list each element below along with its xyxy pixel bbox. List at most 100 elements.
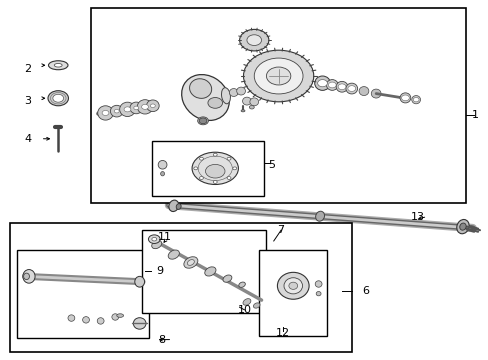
Circle shape <box>347 86 355 91</box>
Ellipse shape <box>204 267 216 276</box>
Ellipse shape <box>54 63 62 67</box>
Ellipse shape <box>176 204 181 210</box>
Text: 1: 1 <box>470 111 478 121</box>
Text: 3: 3 <box>24 96 31 106</box>
Ellipse shape <box>358 87 368 95</box>
Ellipse shape <box>249 98 258 106</box>
Circle shape <box>226 176 230 179</box>
Circle shape <box>199 176 203 179</box>
Ellipse shape <box>197 117 208 125</box>
Ellipse shape <box>82 317 89 323</box>
Circle shape <box>317 80 327 87</box>
Text: 7: 7 <box>277 225 284 235</box>
Ellipse shape <box>110 105 123 117</box>
Text: 6: 6 <box>361 286 368 296</box>
Ellipse shape <box>151 240 162 249</box>
Ellipse shape <box>249 105 254 109</box>
Circle shape <box>148 235 160 243</box>
Ellipse shape <box>456 220 468 234</box>
Circle shape <box>213 180 217 183</box>
Text: 9: 9 <box>156 266 163 276</box>
Ellipse shape <box>207 98 222 108</box>
Ellipse shape <box>137 100 153 114</box>
Ellipse shape <box>181 75 229 121</box>
Ellipse shape <box>168 250 179 259</box>
Ellipse shape <box>284 278 302 294</box>
Ellipse shape <box>168 200 179 212</box>
Circle shape <box>239 30 268 51</box>
Ellipse shape <box>229 89 238 96</box>
Ellipse shape <box>183 257 198 268</box>
Ellipse shape <box>243 299 250 305</box>
Ellipse shape <box>187 260 194 265</box>
Ellipse shape <box>158 161 166 169</box>
Ellipse shape <box>315 211 324 221</box>
Circle shape <box>142 104 148 109</box>
Ellipse shape <box>135 276 144 287</box>
Ellipse shape <box>236 87 245 95</box>
Text: 13: 13 <box>410 212 424 221</box>
Circle shape <box>226 157 230 160</box>
Text: 8: 8 <box>158 334 165 345</box>
Circle shape <box>102 111 109 116</box>
Circle shape <box>328 82 335 88</box>
Ellipse shape <box>345 83 357 94</box>
Ellipse shape <box>189 79 211 98</box>
Circle shape <box>412 98 418 102</box>
Ellipse shape <box>130 102 142 114</box>
Ellipse shape <box>277 273 308 299</box>
Ellipse shape <box>316 292 321 296</box>
Text: 10: 10 <box>237 305 251 315</box>
Ellipse shape <box>160 172 164 176</box>
Circle shape <box>337 84 345 90</box>
Circle shape <box>213 153 217 156</box>
Bar <box>91 8 466 203</box>
Text: 5: 5 <box>267 160 274 170</box>
Circle shape <box>124 107 131 112</box>
Circle shape <box>254 58 303 94</box>
Ellipse shape <box>97 318 104 324</box>
Text: 11: 11 <box>157 232 171 242</box>
Circle shape <box>193 167 197 170</box>
Bar <box>10 223 351 352</box>
Ellipse shape <box>23 273 29 280</box>
Ellipse shape <box>411 95 420 104</box>
Ellipse shape <box>117 314 123 318</box>
Bar <box>17 250 149 338</box>
Circle shape <box>243 50 313 102</box>
Ellipse shape <box>242 97 251 105</box>
Ellipse shape <box>23 270 35 283</box>
Ellipse shape <box>120 102 135 117</box>
Ellipse shape <box>288 282 297 289</box>
Circle shape <box>246 35 261 45</box>
Ellipse shape <box>335 81 347 92</box>
Ellipse shape <box>370 89 380 98</box>
Circle shape <box>48 91 68 106</box>
Circle shape <box>53 94 63 102</box>
Circle shape <box>266 67 290 85</box>
Circle shape <box>152 237 157 241</box>
Ellipse shape <box>238 282 245 287</box>
Circle shape <box>199 118 206 124</box>
Ellipse shape <box>146 100 159 112</box>
Ellipse shape <box>241 110 244 112</box>
Text: 2: 2 <box>24 64 32 74</box>
Circle shape <box>199 157 203 160</box>
Ellipse shape <box>315 281 322 287</box>
Ellipse shape <box>459 223 465 230</box>
Ellipse shape <box>98 106 113 120</box>
Circle shape <box>134 106 139 110</box>
Ellipse shape <box>68 315 75 321</box>
Text: 12: 12 <box>275 328 289 338</box>
Text: 4: 4 <box>24 134 32 144</box>
Ellipse shape <box>133 318 146 329</box>
Bar <box>152 140 264 196</box>
Ellipse shape <box>223 275 231 282</box>
Bar <box>259 250 327 336</box>
Ellipse shape <box>326 80 337 90</box>
Ellipse shape <box>221 88 230 104</box>
Ellipse shape <box>48 61 68 70</box>
Bar <box>142 230 266 313</box>
Ellipse shape <box>112 314 119 320</box>
Ellipse shape <box>205 165 224 178</box>
